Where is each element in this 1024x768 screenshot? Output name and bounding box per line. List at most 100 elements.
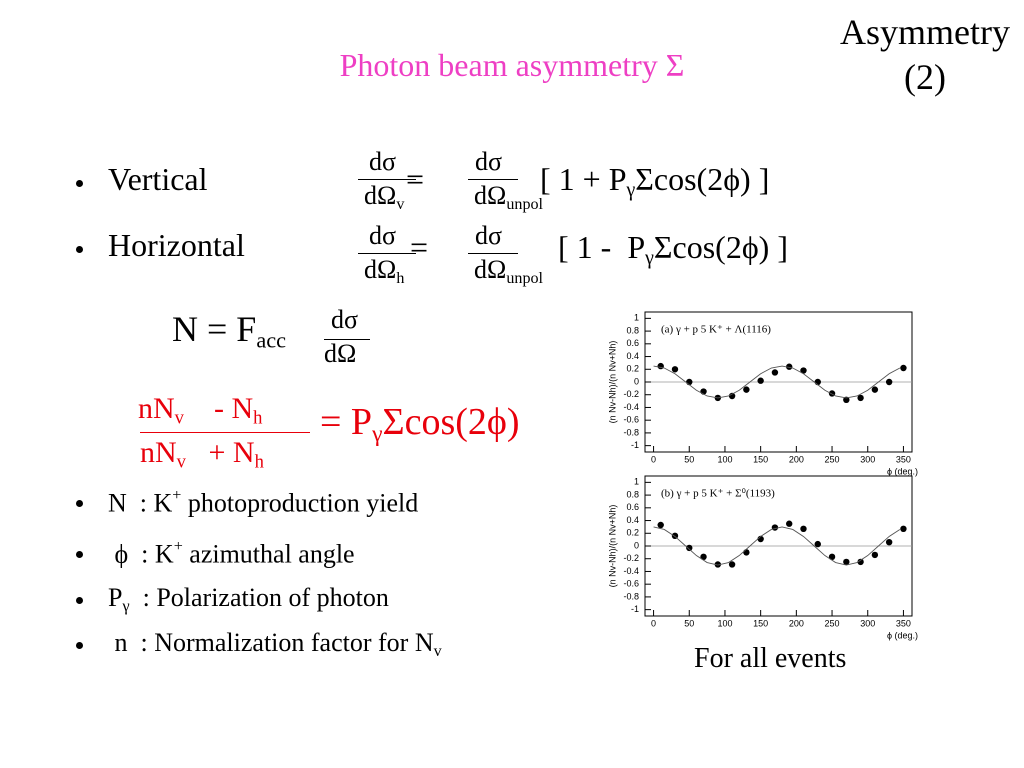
data-point — [728, 561, 736, 568]
data-point — [657, 362, 664, 370]
bullet — [76, 642, 83, 649]
data-point — [857, 558, 864, 566]
y-tick-label: 0.4 — [626, 351, 639, 361]
sub-part: γ — [645, 246, 654, 269]
text-part: P — [108, 583, 123, 612]
annotation: (b) γ + p 5 K⁺ + Σ⁰(1193) — [661, 488, 775, 500]
corner-title: Asymmetry (2) — [840, 12, 1010, 97]
sup-part: + — [173, 538, 183, 555]
y-tick-label: 0.6 — [626, 338, 639, 348]
y-tick-label: 1 — [634, 313, 639, 323]
text-part: dΩ — [474, 255, 507, 284]
y-tick-label: -1 — [631, 440, 639, 450]
fraction-bar — [358, 253, 416, 254]
numerator: dσ — [475, 221, 503, 250]
annotation: (a) γ + p 5 K⁺ + Λ(1116) — [661, 324, 771, 336]
x-tick-label: 150 — [753, 618, 768, 628]
x-tick-label: 300 — [860, 454, 875, 464]
x-tick-label: 50 — [684, 454, 694, 464]
data-point — [800, 367, 807, 374]
x-axis-label: ϕ (deg.) — [887, 466, 918, 476]
y-tick-label: -0.2 — [623, 553, 639, 563]
x-tick-label: 350 — [896, 618, 911, 628]
data-point — [786, 363, 793, 370]
sub-part: v — [176, 451, 186, 473]
sub-part: γ — [372, 421, 383, 448]
y-tick-label: 1 — [634, 477, 639, 487]
x-tick-label: 350 — [896, 454, 911, 464]
x-tick-label: 250 — [825, 618, 840, 628]
fraction-bar — [358, 179, 416, 180]
data-point — [728, 392, 736, 400]
y-axis-label: (n Nv-Nh)/(n Nv+Nh) — [607, 341, 617, 424]
y-tick-label: -0.8 — [623, 427, 639, 437]
fit-line — [653, 365, 901, 399]
text-part: azimuthal angle — [182, 539, 355, 569]
data-point — [843, 396, 850, 404]
denominator: nNv + Nh — [140, 436, 264, 473]
data-point — [843, 558, 850, 566]
data-point — [757, 377, 764, 384]
y-tick-label: -0.4 — [623, 566, 639, 576]
y-tick-label: 0.4 — [626, 515, 639, 525]
data-point — [671, 366, 679, 373]
y-tick-label: 0.8 — [626, 325, 639, 335]
y-tick-label: -0.6 — [623, 415, 639, 425]
text-part: + N — [185, 436, 255, 469]
x-tick-label: 100 — [717, 454, 732, 464]
denominator: dΩ — [324, 339, 357, 368]
text-part: photoproduction yield — [181, 488, 419, 518]
denominator: dΩh — [364, 255, 404, 288]
factor: [ 1 - PγΣcos(2ϕ) ] — [558, 229, 788, 270]
text-part: Σcos(2ϕ) ] — [635, 161, 770, 197]
x-tick-label: 300 — [860, 618, 875, 628]
numerator: dσ — [331, 305, 359, 334]
y-tick-label: -0.4 — [623, 402, 639, 412]
data-point — [743, 386, 750, 393]
data-point — [714, 561, 722, 568]
rhs: = PγΣcos(2ϕ) — [320, 401, 520, 448]
sub-part: v — [174, 407, 184, 429]
text-part: : Polarization of photon — [129, 583, 389, 612]
numerator: dσ — [369, 147, 397, 176]
text-part: nN — [138, 392, 175, 425]
text-part: Σcos(2ϕ) ] — [653, 229, 788, 265]
x-axis-label: ϕ (deg.) — [887, 630, 918, 640]
text-part: - N — [183, 392, 254, 425]
equals: = — [406, 161, 425, 197]
sub-part: v — [396, 195, 405, 213]
bullet-label: Vertical — [108, 161, 208, 197]
text-part: ϕ : K — [108, 539, 174, 569]
text-part: [ 1 + P — [540, 161, 627, 197]
sub-part: unpol — [506, 195, 544, 213]
bullet-label: Horizontal — [108, 227, 245, 263]
data-point — [800, 525, 807, 533]
y-tick-label: 0.2 — [626, 364, 639, 374]
text-part: [ 1 - P — [558, 229, 646, 265]
sub-part: v — [433, 642, 442, 660]
x-tick-label: 100 — [717, 618, 732, 628]
y-tick-label: 0.2 — [626, 528, 639, 538]
x-tick-label: 250 — [825, 454, 840, 464]
data-point — [771, 524, 779, 531]
text-part: Σcos(2ϕ) — [382, 401, 520, 443]
text-part: nN — [140, 436, 177, 469]
denominator: dΩunpol — [474, 181, 544, 214]
x-tick-label: 200 — [789, 454, 804, 464]
data-point — [686, 544, 693, 552]
text-part: dΩ — [364, 181, 397, 210]
data-point — [743, 549, 750, 556]
sub-part: h — [253, 407, 263, 429]
sub-part: γ — [122, 597, 130, 615]
fraction-bar — [468, 179, 518, 180]
denominator: dΩv — [364, 181, 405, 214]
equals: = — [410, 229, 429, 265]
bullet — [76, 597, 83, 604]
sub-part: γ — [626, 178, 636, 201]
fraction-bar — [468, 253, 518, 254]
data-point — [771, 369, 779, 376]
x-tick-label: 0 — [651, 454, 656, 464]
data-point — [857, 394, 864, 402]
bullet — [76, 246, 83, 253]
